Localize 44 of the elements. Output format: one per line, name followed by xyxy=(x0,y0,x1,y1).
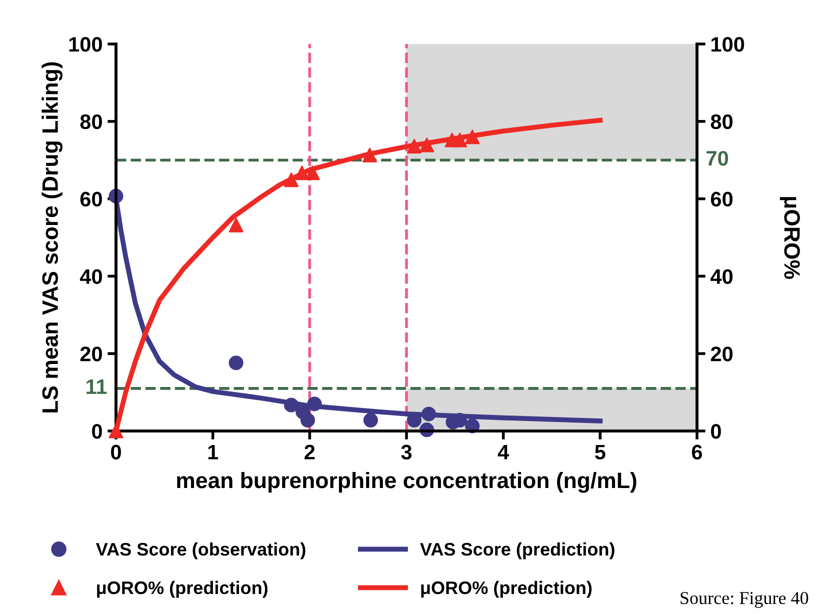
x-tick-label: 6 xyxy=(692,444,702,460)
legend-label: μORO% (prediction) xyxy=(97,580,268,598)
point xyxy=(421,406,436,422)
x-tick-label: 3 xyxy=(401,444,412,460)
point xyxy=(452,132,468,148)
y2-tick-label: 80 xyxy=(710,114,733,130)
y-tick-label: 100 xyxy=(69,37,102,52)
x-tick-label: 0 xyxy=(111,444,121,460)
legend-label: VAS Score (observation) xyxy=(96,542,306,560)
point xyxy=(363,412,378,428)
y-tick-label: 80 xyxy=(80,114,102,130)
point xyxy=(420,138,434,152)
y2-tick-label: 0 xyxy=(711,424,721,439)
y-tick-label: 0 xyxy=(92,424,102,439)
ref-line-label: 11 xyxy=(86,379,107,394)
legend-label: VAS Score (prediction) xyxy=(420,542,614,560)
x-tick-label: 1 xyxy=(208,444,218,460)
y2-tick-label: 40 xyxy=(710,269,733,284)
point xyxy=(228,218,244,232)
y-tick-label: 60 xyxy=(80,192,102,207)
x-tick-label: 4 xyxy=(498,444,510,460)
y2-tick-label: 20 xyxy=(710,346,733,362)
x-tick-label: 2 xyxy=(304,444,315,460)
x-axis-title: mean buprenorphine concentration (ng/mL) xyxy=(177,472,636,493)
y-axis-title: LS mean VAS score (Drug Liking) xyxy=(42,62,62,412)
point xyxy=(294,166,310,180)
y-tick-label: 40 xyxy=(80,269,102,284)
source-note: Source: Figure 40 xyxy=(680,592,808,608)
point xyxy=(406,138,422,154)
point xyxy=(465,130,480,144)
x-tick-label: 5 xyxy=(595,444,606,460)
point xyxy=(284,172,299,188)
y2-axis-title: μORO% xyxy=(780,197,800,279)
legend-label: μORO% (prediction) xyxy=(421,580,592,598)
point xyxy=(305,166,320,180)
point xyxy=(307,396,322,412)
y-tick-label: 20 xyxy=(80,346,102,362)
point xyxy=(228,356,244,370)
point xyxy=(362,148,377,162)
y2-tick-label: 60 xyxy=(710,192,733,207)
point xyxy=(284,398,299,412)
ref-line-label: 70 xyxy=(706,150,728,166)
y2-tick-label: 100 xyxy=(712,37,744,52)
point xyxy=(300,412,316,428)
